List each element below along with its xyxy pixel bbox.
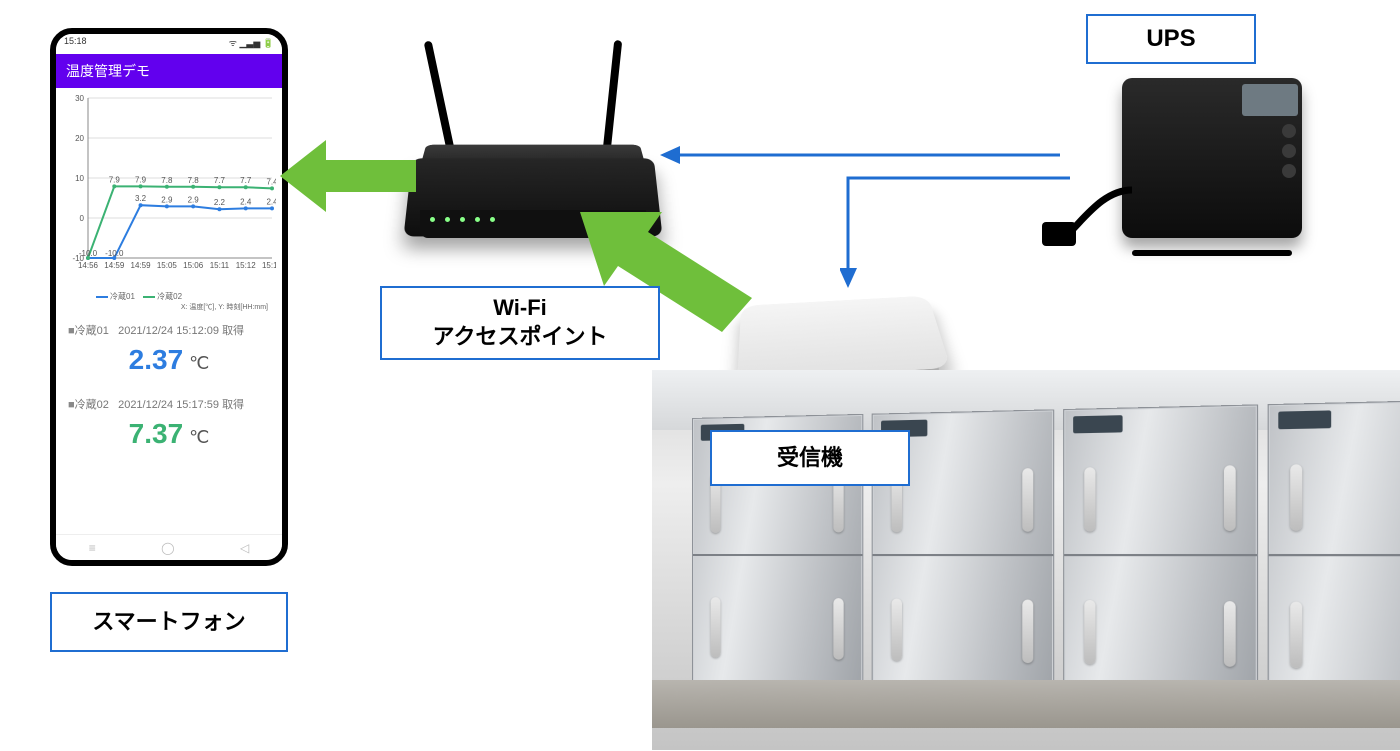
svg-text:15:05: 15:05 xyxy=(157,261,178,270)
nav-recent-icon: ≡ xyxy=(89,541,96,555)
svg-text:20: 20 xyxy=(75,134,84,143)
smartphone-device: 15:18 ᯤ ▁▃▅ 🔋 温度管理デモ -10010203014:5614:5… xyxy=(50,28,288,566)
svg-text:15:11: 15:11 xyxy=(210,261,230,270)
reading-1-number: 2.37 xyxy=(129,344,184,375)
svg-text:15:17: 15:17 xyxy=(262,261,276,270)
svg-text:-10.0: -10.0 xyxy=(79,249,98,258)
refrigerators xyxy=(652,370,1400,750)
svg-text:2.4: 2.4 xyxy=(240,197,252,206)
svg-text:7.4: 7.4 xyxy=(266,177,276,186)
phone-chart-caption: X: 温度[℃], Y: 時刻[HH:mm] xyxy=(62,302,276,316)
phone-status-time: 15:18 xyxy=(64,36,87,54)
diagram-stage: 15:18 ᯤ ▁▃▅ 🔋 温度管理デモ -10010203014:5614:5… xyxy=(0,0,1400,751)
svg-text:7.8: 7.8 xyxy=(188,176,200,185)
phone-reading-2: ■冷蔵02 2021/12/24 15:17:59 取得 7.37℃ xyxy=(56,390,282,464)
phone-reading-1: ■冷蔵01 2021/12/24 15:12:09 取得 2.37℃ xyxy=(56,316,282,390)
phone-status-right: ᯤ ▁▃▅ 🔋 xyxy=(229,36,274,54)
reading-1-ts: 2021/12/24 15:12:09 取得 xyxy=(118,325,244,337)
svg-text:14:56: 14:56 xyxy=(78,261,99,270)
reading-2-value: 7.37℃ xyxy=(68,412,270,464)
svg-text:30: 30 xyxy=(75,94,84,103)
reading-2-name: 冷蔵02 xyxy=(75,399,109,411)
svg-text:15:06: 15:06 xyxy=(183,261,204,270)
svg-text:7.7: 7.7 xyxy=(240,176,252,185)
svg-text:3.2: 3.2 xyxy=(135,194,147,203)
svg-text:7.9: 7.9 xyxy=(135,175,147,184)
ups-device xyxy=(1052,72,1312,252)
nav-home-icon: ◯ xyxy=(161,541,174,555)
label-receiver: 受信機 xyxy=(710,430,910,486)
phone-app-bar: 温度管理デモ xyxy=(56,54,282,88)
legend-series-1: 冷蔵01 xyxy=(110,292,135,301)
svg-text:0: 0 xyxy=(80,214,85,223)
svg-text:2.4: 2.4 xyxy=(266,197,276,206)
legend-series-2: 冷蔵02 xyxy=(157,292,182,301)
arrow-router-to-phone xyxy=(276,136,416,221)
reading-2-unit: ℃ xyxy=(189,427,209,447)
svg-text:7.9: 7.9 xyxy=(109,175,121,184)
svg-text:14:59: 14:59 xyxy=(104,261,125,270)
svg-text:10: 10 xyxy=(75,174,84,183)
label-smartphone: スマートフォン xyxy=(50,592,288,652)
svg-text:2.9: 2.9 xyxy=(161,195,173,204)
reading-2-number: 7.37 xyxy=(129,418,184,449)
reading-1-unit: ℃ xyxy=(189,353,209,373)
label-wifi-ap: Wi-Fi アクセスポイント xyxy=(380,286,660,360)
svg-text:14:59: 14:59 xyxy=(131,261,152,270)
svg-text:15:12: 15:12 xyxy=(236,261,257,270)
reading-1-name: 冷蔵01 xyxy=(75,325,109,337)
label-ups: UPS xyxy=(1086,14,1256,64)
phone-chart-legend: 冷蔵01 冷蔵02 xyxy=(62,291,276,302)
reading-1-value: 2.37℃ xyxy=(68,338,270,390)
arrow-ups-to-receiver xyxy=(840,170,1070,295)
svg-text:7.8: 7.8 xyxy=(161,176,173,185)
phone-status-bar: 15:18 ᯤ ▁▃▅ 🔋 xyxy=(56,34,282,54)
svg-text:2.2: 2.2 xyxy=(214,198,226,207)
phone-chart: -10010203014:5614:5914:5915:0515:0615:11… xyxy=(56,88,282,316)
svg-text:2.9: 2.9 xyxy=(188,195,200,204)
svg-text:7.7: 7.7 xyxy=(214,176,226,185)
svg-text:-10.0: -10.0 xyxy=(105,249,124,258)
phone-nav-bar: ≡ ◯ ◁ xyxy=(56,534,282,560)
reading-2-ts: 2021/12/24 15:17:59 取得 xyxy=(118,399,244,411)
nav-back-icon: ◁ xyxy=(240,541,249,555)
